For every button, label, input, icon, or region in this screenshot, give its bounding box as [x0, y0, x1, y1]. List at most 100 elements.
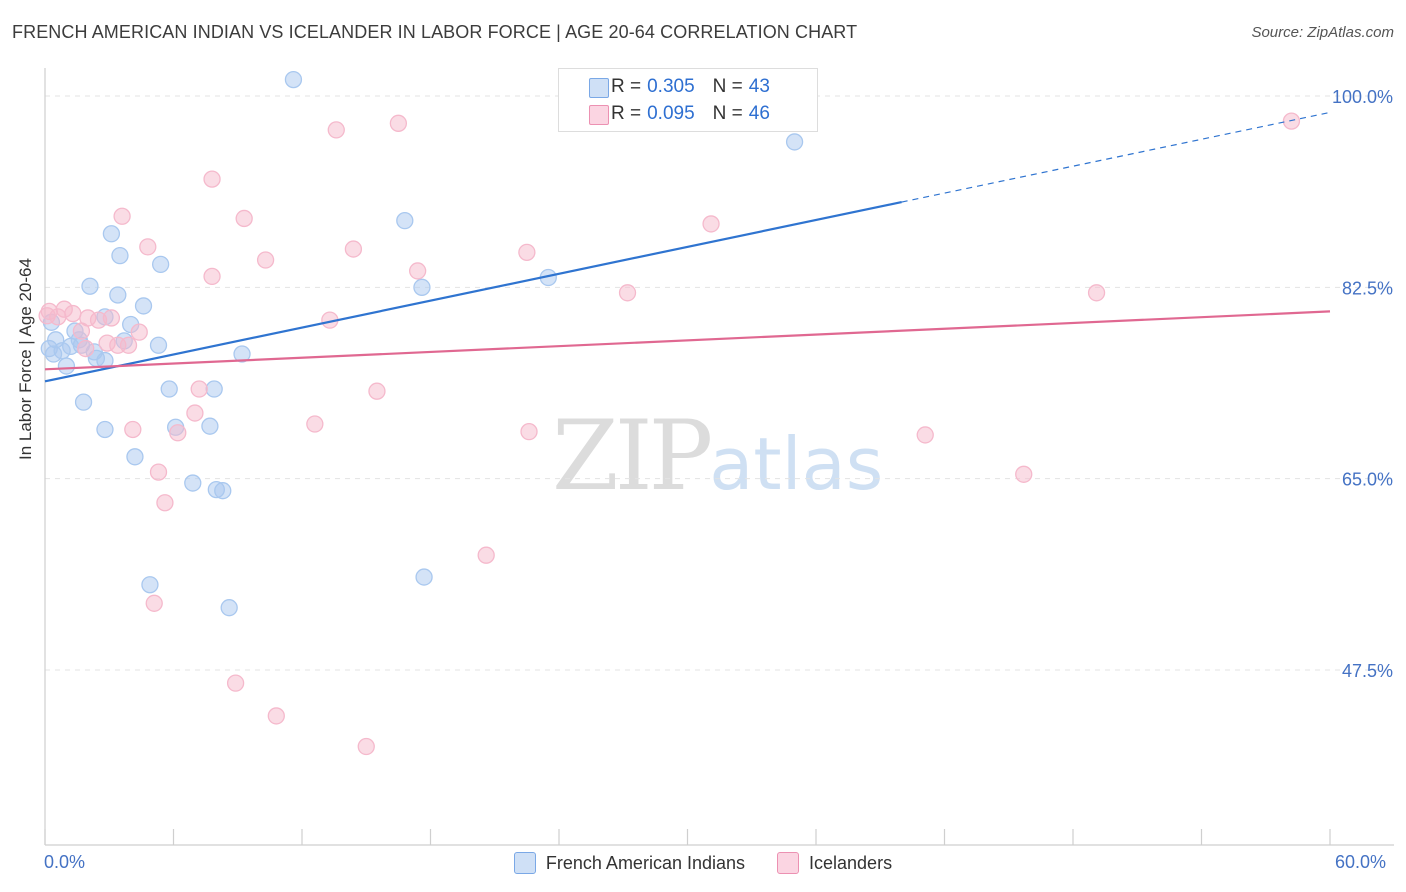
point-french-american-indian [96, 420, 114, 439]
y-tick-labels: 47.5% 65.0% 82.5% 100.0% [1332, 87, 1393, 681]
point-icelander [203, 170, 221, 188]
point-french-american-indian [74, 393, 93, 411]
series-legend-french: French American Indians [513, 852, 746, 874]
point-icelander [389, 114, 408, 132]
x-tick-label-max: 60.0% [1334, 852, 1386, 872]
point-icelander [477, 546, 495, 564]
trend-lines [44, 111, 1331, 383]
point-french-american-indian [111, 246, 129, 265]
correlation-legend: R = 0.305 N = 43 R = 0.095 N = 46 [558, 68, 818, 132]
point-icelander [518, 243, 536, 261]
point-icelander [267, 707, 285, 725]
point-icelander [38, 307, 56, 325]
point-icelander [368, 382, 386, 400]
point-icelander [1087, 284, 1106, 302]
point-icelander [169, 424, 187, 442]
point-icelander [226, 674, 245, 692]
legend-swatch-french [589, 78, 609, 98]
point-french-american-indian [126, 448, 144, 466]
point-french-american-indian [284, 70, 303, 89]
point-french-american-indian [785, 133, 804, 151]
point-icelander [77, 339, 95, 358]
legend-row-icelander: R = 0.095 N = 46 [589, 101, 770, 127]
point-french-american-indian [214, 482, 232, 500]
point-french-american-indian [413, 278, 431, 296]
point-icelander [408, 262, 427, 280]
point-french-american-indian [396, 211, 414, 230]
legend-r-value: 0.095 [647, 103, 695, 124]
point-icelander [156, 494, 174, 512]
series-name-icelander: Icelanders [809, 852, 893, 873]
point-icelander [113, 207, 131, 225]
point-french-american-indian [233, 345, 251, 363]
point-french-american-indian [415, 568, 433, 586]
point-french-american-indian [149, 336, 168, 354]
point-french-american-indian [44, 345, 63, 363]
point-icelander [702, 215, 720, 233]
point-french-american-indian [57, 357, 76, 375]
series-legend: French American Indians Icelanders [0, 852, 1406, 874]
point-icelander [139, 238, 157, 256]
point-icelander [520, 423, 538, 441]
series-swatch-french [513, 852, 536, 874]
y-tick-label: 100.0% [1332, 87, 1393, 107]
point-french-american-indian [160, 380, 178, 398]
series-name-french: French American Indians [545, 852, 746, 873]
point-icelander [916, 426, 934, 444]
point-icelander [149, 463, 168, 481]
series-legend-icelander: Icelanders [777, 852, 892, 874]
point-french-american-indian [201, 417, 219, 435]
zipatlas-watermark: ZIPatlas [552, 400, 883, 512]
series-swatch-icelander [777, 852, 800, 874]
point-french-american-indian [109, 286, 127, 304]
point-french-american-indian [184, 474, 202, 492]
y-tick-label: 65.0% [1342, 470, 1393, 490]
gridlines [45, 95, 1394, 671]
y-tick-label: 47.5% [1342, 661, 1393, 681]
point-icelander [102, 309, 121, 327]
point-french-american-indian [151, 255, 170, 274]
point-icelander [1282, 112, 1301, 130]
point-french-american-indian [141, 576, 159, 594]
legend-row-french: R = 0.305 N = 43 [589, 74, 770, 100]
point-icelander [344, 240, 363, 258]
point-icelander [256, 251, 275, 269]
point-icelander [190, 380, 208, 398]
chart-title: FRENCH AMERICAN INDIAN VS ICELANDER IN L… [12, 22, 858, 42]
point-icelander [130, 323, 148, 341]
point-icelander [64, 304, 82, 323]
point-icelander [119, 336, 138, 354]
point-french-american-indian [134, 297, 153, 315]
legend-n-label: N = [712, 76, 743, 97]
watermark-atlas: atlas [709, 422, 884, 506]
point-icelander [203, 267, 221, 286]
point-icelander [306, 415, 324, 433]
watermark-zip: ZIP [552, 400, 713, 512]
point-french-american-indian [205, 380, 223, 398]
point-icelander [357, 737, 375, 756]
trend-line-extension-french-american-indian [901, 111, 1331, 203]
point-icelander [327, 121, 345, 139]
point-french-american-indian [220, 599, 238, 617]
axes [44, 68, 1394, 846]
y-tick-label: 82.5% [1342, 278, 1393, 298]
legend-r-label: R = [611, 103, 642, 124]
legend-n-label: N = [712, 103, 743, 124]
legend-n-value: 46 [748, 103, 770, 124]
point-french-american-indian [81, 277, 99, 295]
x-tick-label-min: 0.0% [44, 852, 86, 872]
data-points [38, 70, 1301, 756]
point-icelander [124, 420, 142, 439]
trend-line-icelander [44, 310, 1331, 371]
point-icelander [1015, 465, 1033, 483]
point-icelander [145, 594, 163, 612]
legend-r-value: 0.305 [647, 76, 695, 97]
source-label: Source: ZipAtlas.com [1251, 24, 1394, 41]
legend-swatch-icelander [589, 105, 609, 125]
point-french-american-indian [102, 225, 121, 243]
y-axis-label: In Labor Force | Age 20-64 [16, 258, 35, 460]
trend-line-french-american-indian [44, 200, 902, 383]
legend-r-label: R = [611, 76, 642, 97]
point-icelander [235, 209, 253, 228]
